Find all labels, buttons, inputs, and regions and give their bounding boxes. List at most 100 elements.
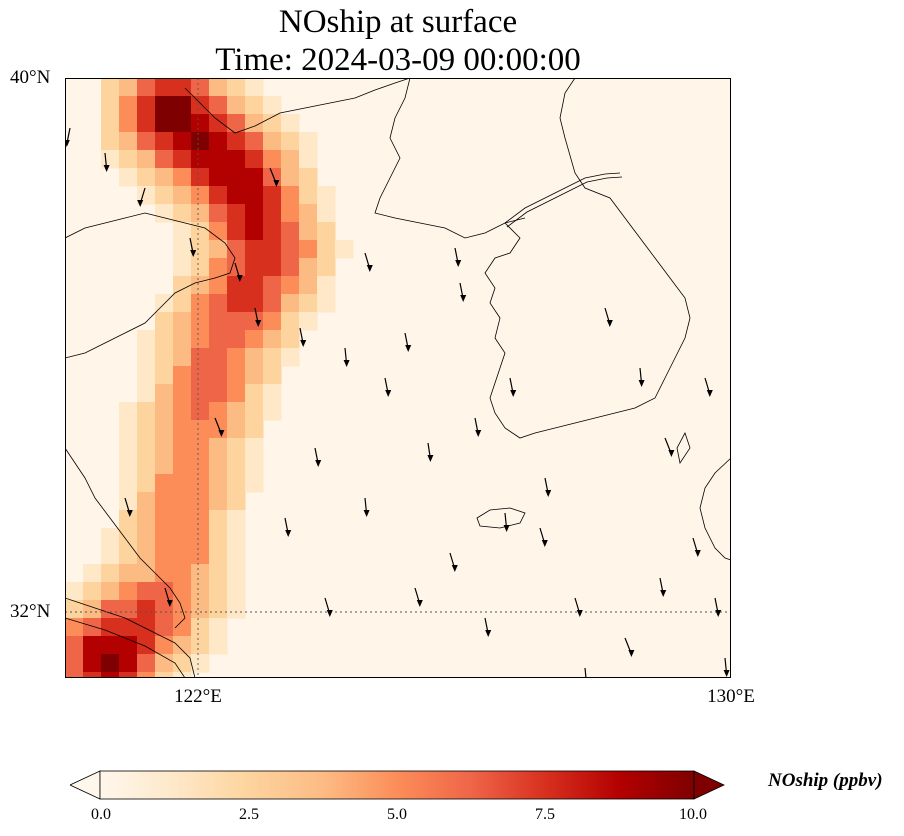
heat-cell (299, 150, 318, 169)
heat-cell (173, 240, 192, 259)
heat-cell (191, 114, 210, 133)
lat-label-40: 40°N (10, 67, 51, 88)
heat-cell (191, 222, 210, 241)
heat-cell (173, 618, 192, 637)
heat-cell (191, 402, 210, 421)
heat-cell (299, 186, 318, 205)
heat-cell (227, 132, 246, 151)
heat-cell (173, 636, 192, 655)
heat-cell (155, 654, 174, 673)
heat-cell (209, 474, 228, 493)
heat-cell (65, 654, 84, 673)
heat-cell (209, 168, 228, 187)
colorbar-label: NOship (ppbv) (768, 770, 883, 791)
heat-cell (155, 150, 174, 169)
wind-arrow-head (460, 295, 467, 302)
heat-cell (65, 672, 84, 678)
korea-dmz-line-2 (506, 176, 623, 228)
heat-cell (245, 204, 264, 223)
heat-cell (137, 420, 156, 439)
heat-cell (155, 672, 174, 678)
wind-arrow-head (475, 430, 482, 437)
heat-cell (209, 150, 228, 169)
coastline-jiangsu (65, 447, 186, 629)
heat-cell (173, 96, 192, 115)
heat-cell (137, 654, 156, 673)
heat-cell (299, 312, 318, 331)
heat-cell (299, 204, 318, 223)
heat-cell (101, 78, 120, 97)
heat-cell (119, 96, 138, 115)
heat-cell (263, 348, 282, 367)
heat-cell (245, 258, 264, 277)
heat-cell (245, 402, 264, 421)
heat-cell (191, 546, 210, 565)
heat-cell (137, 114, 156, 133)
colorbar-tick-0: 0.0 (91, 806, 111, 823)
coastline-yangtze (65, 597, 196, 678)
heat-cell (245, 168, 264, 187)
heat-cell (209, 546, 228, 565)
heat-cell (209, 528, 228, 547)
heat-cell (263, 168, 282, 187)
heat-cell (155, 546, 174, 565)
heat-cell (173, 546, 192, 565)
heat-cell (281, 294, 300, 313)
heat-cell (173, 420, 192, 439)
heat-cell (137, 636, 156, 655)
heat-cell (101, 546, 120, 565)
heat-cell (137, 384, 156, 403)
heat-cell (245, 348, 264, 367)
heat-cell (227, 474, 246, 493)
heat-cell (227, 546, 246, 565)
wind-arrow-head (576, 610, 583, 617)
concentration-field (65, 78, 354, 678)
heat-cell (173, 168, 192, 187)
heat-cell (191, 420, 210, 439)
colorbar-extend-max (693, 770, 725, 800)
coastline-japan (699, 457, 731, 561)
heat-cell (65, 618, 84, 637)
heat-cell (317, 294, 336, 313)
heat-cell (65, 636, 84, 655)
wind-arrow-head (315, 460, 322, 467)
heat-cell (227, 150, 246, 169)
tsushima-island (676, 431, 691, 465)
heat-cell (119, 402, 138, 421)
heat-cell (155, 474, 174, 493)
heat-cell (263, 402, 282, 421)
heat-cell (281, 312, 300, 331)
heat-cell (83, 582, 102, 601)
heat-cell (155, 366, 174, 385)
wind-arrow-head (723, 670, 730, 677)
heat-cell (263, 204, 282, 223)
heat-cell (227, 222, 246, 241)
heat-cell (245, 240, 264, 259)
heat-cell (209, 366, 228, 385)
wind-arrow-head (628, 650, 635, 657)
heat-cell (335, 240, 354, 259)
heat-cell (137, 456, 156, 475)
wind-arrow-head (300, 340, 307, 347)
heat-cell (191, 510, 210, 529)
heat-cell (101, 618, 120, 637)
heat-cell (317, 276, 336, 295)
heat-cell (173, 150, 192, 169)
heat-cell (119, 654, 138, 673)
heat-cell (209, 402, 228, 421)
wind-vectors (65, 127, 730, 678)
lon-label-130: 130°E (707, 686, 755, 707)
heat-cell (227, 456, 246, 475)
wind-arrow-head (126, 510, 133, 517)
heat-cell (191, 132, 210, 151)
heat-cell (245, 330, 264, 349)
wind-arrow-head (427, 455, 434, 462)
heat-cell (83, 564, 102, 583)
heat-cell (263, 150, 282, 169)
heat-cell (209, 258, 228, 277)
heat-cell (227, 564, 246, 583)
wind-arrow-head (485, 630, 492, 637)
heat-cell (191, 78, 210, 97)
heat-cell (263, 222, 282, 241)
heat-cell (173, 402, 192, 421)
